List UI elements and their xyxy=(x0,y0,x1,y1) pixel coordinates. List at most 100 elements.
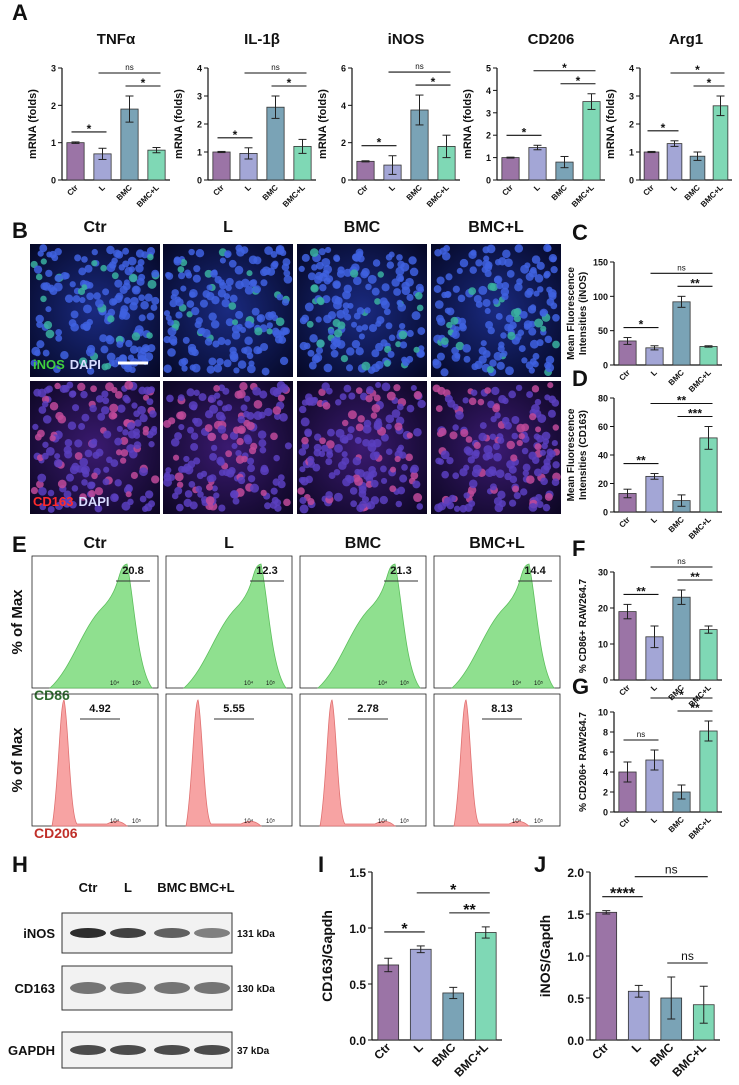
significance-label: ns xyxy=(271,63,279,72)
cell xyxy=(380,477,388,485)
cell xyxy=(250,279,258,287)
cell xyxy=(351,321,358,328)
x-tick-label: BMC+L xyxy=(570,183,596,209)
cell xyxy=(279,383,289,393)
cell xyxy=(485,261,493,269)
size-label: 37 kDa xyxy=(237,1046,270,1057)
y-axis-label: mRNA (folds) xyxy=(605,89,617,159)
cell xyxy=(315,346,324,355)
cell xyxy=(259,390,268,399)
x-tick-label: BMC+L xyxy=(452,1040,491,1079)
cell xyxy=(59,384,68,393)
cell xyxy=(304,302,314,312)
cell xyxy=(307,349,315,357)
cell xyxy=(204,269,213,278)
y-tick-label: 0 xyxy=(603,676,608,686)
cell xyxy=(459,468,468,477)
cell xyxy=(468,287,477,296)
cell xyxy=(135,264,144,273)
cell xyxy=(65,473,75,482)
cell xyxy=(394,422,403,431)
cell xyxy=(45,447,55,456)
error-bar xyxy=(388,155,397,175)
cell xyxy=(188,481,196,488)
cell xyxy=(178,272,186,280)
cell xyxy=(252,386,262,396)
cell xyxy=(368,323,378,333)
cell xyxy=(452,285,460,293)
cell xyxy=(136,346,143,353)
cell xyxy=(417,399,426,409)
y-tick-label: 2 xyxy=(341,138,346,148)
error-bar xyxy=(298,138,307,154)
cell xyxy=(401,463,408,471)
cell xyxy=(521,357,528,364)
cell xyxy=(251,307,260,316)
cell xyxy=(478,432,487,442)
cell xyxy=(114,479,122,487)
cell xyxy=(195,317,203,325)
gate-value: 20.8 xyxy=(122,565,143,577)
cell xyxy=(260,466,269,476)
cell xyxy=(349,487,358,495)
y-tick-label: 10 xyxy=(598,708,608,718)
cell xyxy=(459,258,469,268)
flow-histogram xyxy=(185,699,263,827)
cell xyxy=(228,467,236,475)
cell xyxy=(231,442,238,449)
cell xyxy=(362,439,370,447)
column-label: BMC+L xyxy=(468,219,524,236)
cell xyxy=(355,387,363,394)
cell xyxy=(337,461,347,470)
cell xyxy=(151,269,160,278)
band xyxy=(194,928,230,938)
cell xyxy=(204,410,214,419)
cell xyxy=(304,393,313,402)
cell xyxy=(368,465,376,474)
cell xyxy=(536,261,545,271)
cell xyxy=(211,485,218,492)
cell xyxy=(342,302,350,310)
cell xyxy=(441,470,449,479)
cell xyxy=(147,344,156,353)
y-axis-label: % CD206+ RAW264.7 xyxy=(578,712,589,812)
error-bar xyxy=(650,749,659,771)
cell xyxy=(177,394,185,402)
significance-label: ns xyxy=(415,62,423,71)
flow-tick: 10⁵ xyxy=(400,818,410,825)
significance-label: * xyxy=(431,75,436,89)
x-tick-label: Ctr xyxy=(65,183,80,198)
cell xyxy=(410,384,417,392)
cell xyxy=(70,390,77,397)
cell xyxy=(525,361,534,370)
cell xyxy=(217,337,226,345)
band xyxy=(110,1045,146,1055)
cell xyxy=(373,394,381,402)
cell xyxy=(150,304,158,311)
x-tick-label: BMC xyxy=(667,368,686,387)
cell xyxy=(548,291,557,301)
cell xyxy=(78,267,87,276)
x-tick-label: BMC+L xyxy=(425,183,451,209)
cell xyxy=(239,382,248,391)
cell xyxy=(89,404,97,413)
bar xyxy=(645,347,664,366)
cell xyxy=(116,341,124,348)
significance-label: ns xyxy=(637,730,645,739)
bar xyxy=(643,151,660,181)
cell xyxy=(233,367,240,374)
x-tick-label: Ctr xyxy=(589,1040,611,1062)
cell xyxy=(163,310,171,317)
significance-label: **** xyxy=(610,886,636,903)
cell xyxy=(388,334,396,342)
cell xyxy=(414,291,423,300)
cell xyxy=(518,345,526,353)
cell xyxy=(114,391,123,399)
cell xyxy=(193,457,201,465)
error-bar xyxy=(693,151,702,161)
cell xyxy=(148,441,155,448)
flow-histogram xyxy=(316,563,421,689)
x-tick-label: BMC xyxy=(405,183,424,202)
y-tick-label: 0 xyxy=(51,176,56,186)
protein-label: iNOS xyxy=(23,926,55,941)
